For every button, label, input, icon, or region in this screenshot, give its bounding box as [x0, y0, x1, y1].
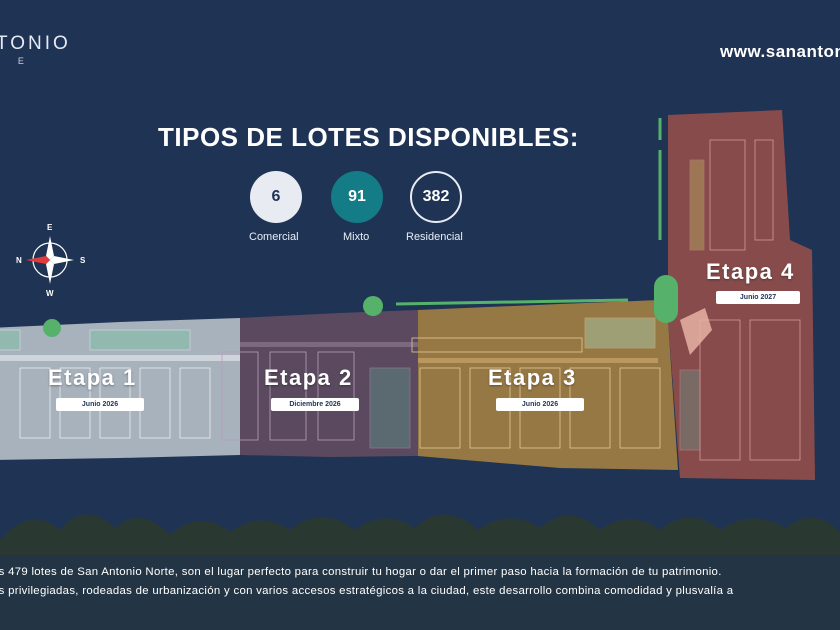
etapa-1-label: Etapa 1 [48, 365, 137, 390]
stat-comercial-badge: 6 [250, 171, 302, 223]
compass-w-label: W [46, 289, 54, 298]
compass-e-label: E [47, 223, 53, 232]
etapa-4-label: Etapa 4 [706, 259, 795, 284]
brand-name: TONIO [0, 33, 71, 54]
stat-mixto-badge: 91 [331, 171, 383, 223]
caption-line-2: es privilegiadas, rodeadas de urbanizaci… [0, 585, 734, 597]
brand-subtitle: T E [0, 56, 32, 66]
green-median-etapa-4 [654, 275, 678, 323]
etapa-4-lots [679, 139, 801, 461]
etapa-1-date-badge: Junio 2026 [56, 398, 144, 411]
etapa-4-date-badge: Junio 2027 [716, 291, 800, 304]
website-link[interactable]: www.sananton [720, 42, 840, 61]
roundabout-etapa-2 [363, 296, 383, 316]
page-title: TIPOS DE LOTES DISPONIBLES: [158, 122, 579, 152]
compass-n-label: N [16, 256, 22, 265]
road-etapa-1 [0, 355, 240, 361]
stat-comercial-label: Comercial [249, 231, 299, 243]
road-etapa-2 [240, 342, 418, 347]
etapa-3-label: Etapa 3 [488, 365, 577, 390]
road-etapa-3 [418, 358, 658, 363]
plaza-etapa-4 [680, 308, 712, 355]
stat-residencial-badge: 382 [410, 171, 462, 223]
etapa-2-lots [221, 351, 411, 449]
etapa-3-date-badge: Junio 2026 [496, 398, 584, 411]
etapa-2-date-badge: Diciembre 2026 [271, 398, 359, 411]
compass-rose [26, 236, 74, 284]
stat-residencial-label: Residencial [406, 231, 463, 243]
etapa-2-label: Etapa 2 [264, 365, 353, 390]
roundabout-etapa-1 [43, 319, 61, 337]
caption-band [0, 555, 840, 630]
caption-line-1: os 479 lotes de San Antonio Norte, son e… [0, 566, 722, 578]
etapa-1-lots [0, 329, 211, 439]
green-strip-north [395, 298, 629, 306]
compass-s-label: S [80, 256, 86, 265]
stat-mixto-label: Mixto [343, 231, 370, 243]
